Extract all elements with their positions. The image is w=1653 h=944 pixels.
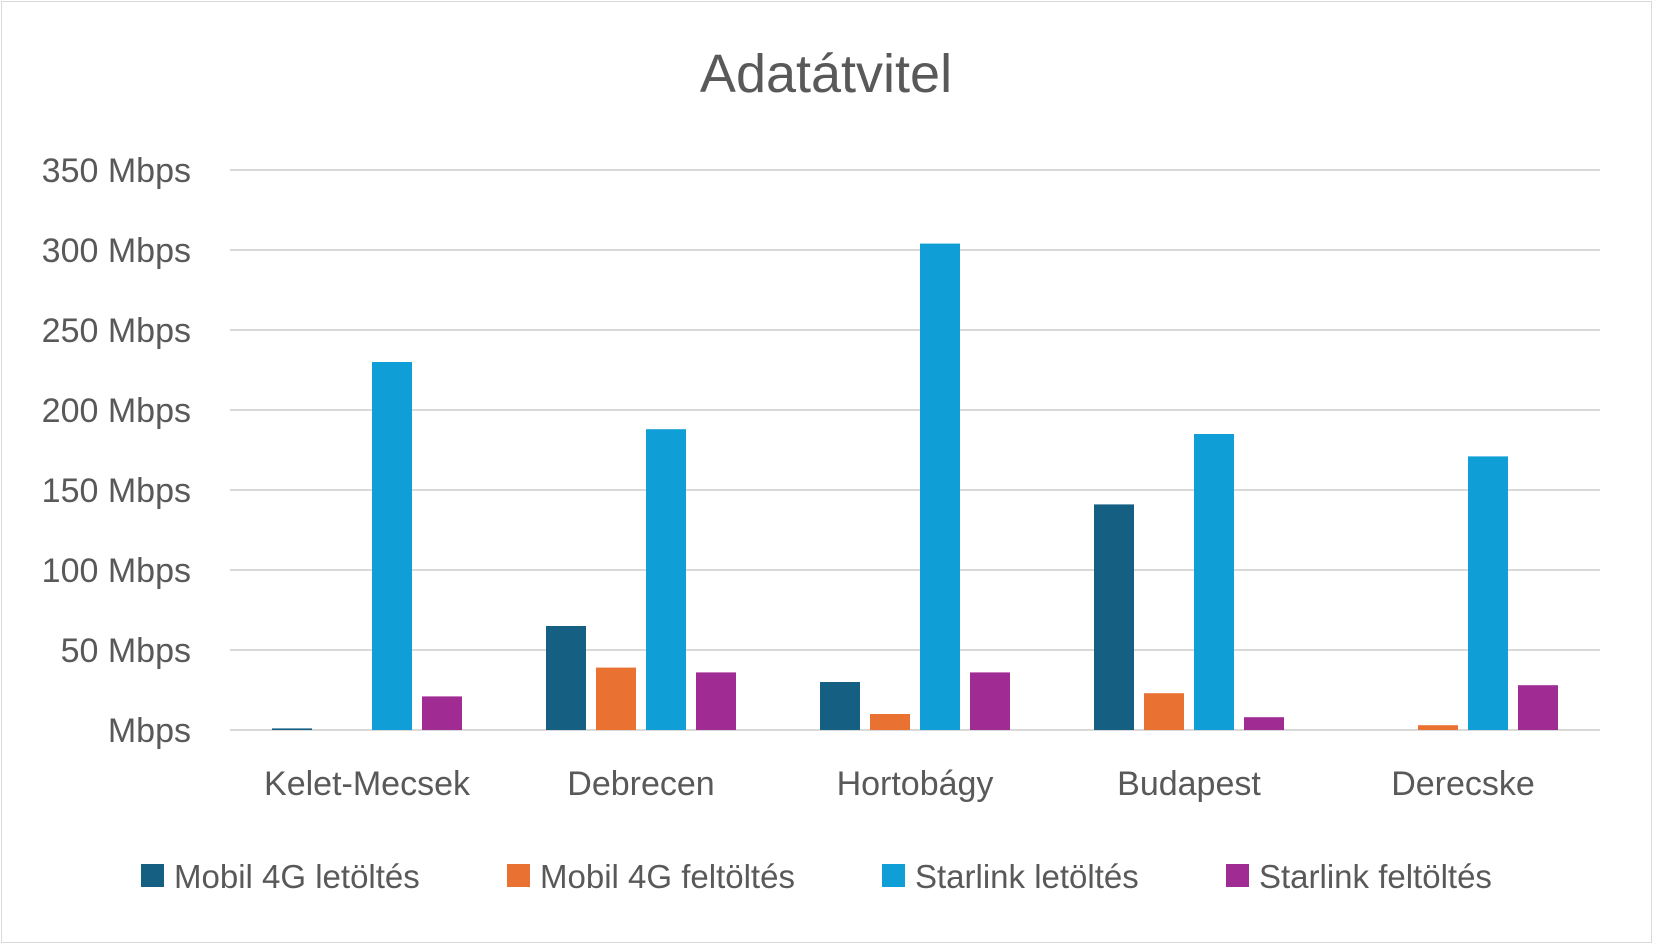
chart-title: Adatátvitel: [700, 44, 952, 104]
y-tick-label: 200 Mbps: [42, 392, 191, 430]
y-tick-label: 300 Mbps: [42, 232, 191, 270]
y-tick-label: 50 Mbps: [61, 632, 191, 670]
bar: [1418, 725, 1458, 730]
bar: [646, 429, 686, 730]
bar: [422, 696, 462, 730]
gridlines: [230, 169, 1600, 731]
bar: [1244, 717, 1284, 730]
y-axis-ticks: Mbps 50 Mbps 100 Mbps 150 Mbps 200 Mbps 250 M…: [42, 152, 191, 750]
x-axis-categories: Kelet-Mecsek Debrecen Hortobágy Budapest Der…: [264, 765, 1535, 803]
bar: [1194, 434, 1234, 730]
bar: [546, 626, 586, 730]
bar: [870, 714, 910, 730]
bar: [820, 682, 860, 730]
bar: [372, 362, 412, 730]
bar: [1094, 504, 1134, 730]
legend-swatch: [507, 864, 530, 887]
y-tick-label: 150 Mbps: [42, 472, 191, 510]
legend-label: Mobil 4G letöltés: [174, 858, 420, 895]
bar: [970, 672, 1010, 730]
legend-swatch: [1226, 864, 1249, 887]
legend-label: Mobil 4G feltöltés: [540, 858, 795, 895]
x-category-label: Kelet-Mecsek: [264, 765, 471, 803]
x-category-label: Budapest: [1117, 765, 1261, 803]
legend: Mobil 4G letöltés Mobil 4G feltöltés Starl…: [141, 858, 1492, 895]
x-category-label: Hortobágy: [837, 765, 994, 803]
legend-label: Starlink letöltés: [915, 858, 1139, 895]
bar: [272, 728, 312, 730]
x-category-label: Debrecen: [567, 765, 714, 803]
y-tick-label: 250 Mbps: [42, 312, 191, 350]
y-tick-label: 100 Mbps: [42, 552, 191, 590]
bar: [920, 243, 960, 730]
bar: [696, 672, 736, 730]
y-tick-label: Mbps: [108, 712, 191, 750]
y-tick-label: 350 Mbps: [42, 152, 191, 190]
bar: [596, 667, 636, 730]
bars: [272, 243, 1558, 730]
x-category-label: Derecske: [1391, 765, 1535, 803]
bar: [1518, 685, 1558, 730]
bar: [1468, 456, 1508, 730]
bar: [1144, 693, 1184, 730]
legend-swatch: [141, 864, 164, 887]
legend-swatch: [882, 864, 905, 887]
legend-label: Starlink feltöltés: [1259, 858, 1492, 895]
